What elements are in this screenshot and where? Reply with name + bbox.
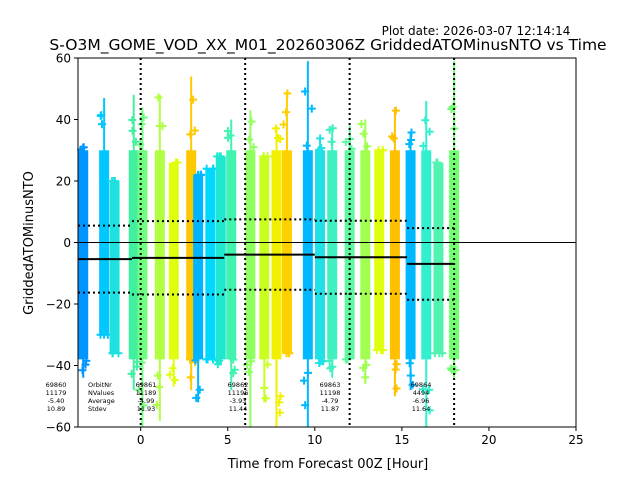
y-tick-label: 40: [56, 113, 71, 127]
y-axis-label: GriddedATOMinusNTO: [22, 171, 37, 315]
x-tick-label: 25: [568, 433, 583, 447]
x-axis: 0 5 10 15 20 25: [137, 427, 584, 447]
data-point: [139, 401, 148, 410]
stats-value: 10.89: [47, 405, 66, 413]
data-point: [317, 143, 326, 152]
data-point: [215, 152, 224, 161]
x-tick-label: 0: [137, 433, 145, 447]
x-axis-label: Time from Forecast 00Z [Hour]: [227, 457, 429, 472]
stats-row-label: Average: [88, 397, 115, 405]
y-tick-label: 60: [56, 52, 71, 66]
data-point: [168, 364, 177, 373]
data-point: [341, 355, 350, 364]
data-point: [170, 376, 179, 385]
data-point: [302, 141, 311, 150]
data-point: [245, 135, 254, 144]
data-point: [405, 140, 414, 149]
stats-row-label: OrbitNr: [88, 381, 112, 389]
data-point: [448, 103, 457, 112]
stats-value: 69863: [320, 381, 341, 389]
data-point: [451, 366, 460, 375]
stats-value: 69861: [136, 381, 157, 389]
data-point: [300, 376, 309, 385]
y-tick-label: −20: [46, 298, 71, 312]
data-point: [195, 385, 204, 394]
stats-value: -5.40: [48, 397, 65, 405]
data-point: [378, 346, 387, 355]
x-tick-label: 5: [224, 433, 232, 447]
x-tick-label: 15: [394, 433, 409, 447]
y-tick-label: −60: [46, 421, 71, 435]
stats-value: 11.93: [137, 405, 156, 413]
data-point: [202, 164, 211, 173]
y-tick-label: 20: [56, 175, 71, 189]
data-point: [274, 134, 283, 143]
x-tick-label: 20: [481, 433, 496, 447]
data-point: [392, 384, 401, 393]
stats-value: 11189: [136, 389, 157, 397]
y-tick-label: 0: [63, 236, 71, 250]
stats-value: 11.44: [229, 405, 248, 413]
stats-value: 11196: [228, 389, 249, 397]
data-point: [307, 104, 316, 113]
data-point: [212, 356, 221, 365]
stats-value: -4.79: [322, 397, 339, 405]
data-point: [261, 394, 270, 403]
data-point: [247, 117, 256, 126]
data-point: [276, 392, 285, 401]
scatter-bands: [77, 61, 460, 427]
statistics-lines: [78, 58, 576, 427]
stats-value: 11.87: [321, 405, 340, 413]
data-point: [359, 129, 368, 138]
y-axis: −60 −40 −20 0 20 40 60: [46, 52, 78, 435]
x-tick-label: 10: [307, 433, 322, 447]
data-point: [341, 138, 350, 147]
stats-value: 4494: [413, 389, 430, 397]
stats-value: 11.64: [412, 405, 431, 413]
data-point: [128, 115, 137, 124]
data-point: [392, 360, 401, 369]
data-point: [154, 93, 163, 102]
data-point: [139, 113, 148, 122]
data-point: [244, 367, 253, 376]
stats-value: -3.93: [230, 397, 247, 405]
stats-value: 11179: [46, 389, 67, 397]
stats-value: 69862: [228, 381, 249, 389]
stats-row-label: Stdev: [88, 405, 107, 413]
stats-value: 11198: [320, 389, 341, 397]
data-point: [433, 158, 442, 167]
stats-value: -6.96: [413, 397, 430, 405]
data-point: [128, 126, 137, 135]
data-point: [362, 361, 371, 370]
stats-value: -4.99: [138, 397, 155, 405]
stats-row-label: NValues: [88, 389, 115, 397]
stats-value: 69860: [46, 381, 67, 389]
data-point: [165, 370, 174, 379]
chart-title: S-O3M_GOME_VOD_XX_M01_20260306Z GriddedA…: [49, 36, 606, 55]
plot-date: Plot date: 2026-03-07 12:14:14: [382, 24, 571, 38]
data-point: [357, 120, 366, 129]
stats-value: 69864: [411, 381, 432, 389]
y-tick-label: −40: [46, 359, 71, 373]
